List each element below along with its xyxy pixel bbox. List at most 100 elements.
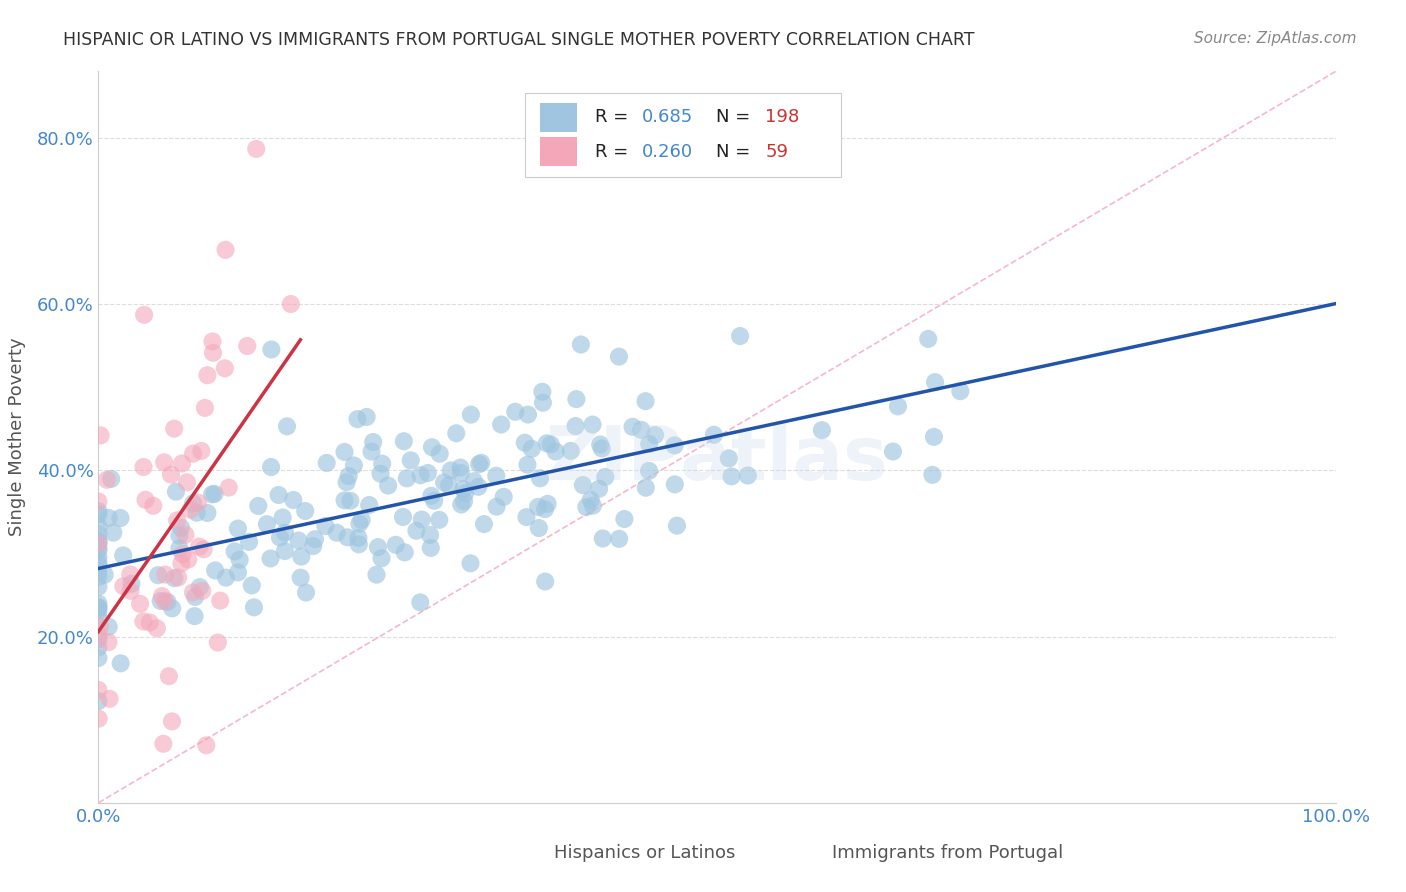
Point [228,553,250,567]
Point [87,570,110,584]
FancyBboxPatch shape [506,838,541,866]
Point [160,601,183,615]
Point [492,490,515,504]
Point [336,530,359,544]
Point [420,440,443,454]
Point [87,519,110,533]
Point [169,528,191,542]
Text: R =: R = [595,143,634,161]
Point [527,500,550,514]
Point [247,499,270,513]
Point [295,585,318,599]
Point [589,437,612,451]
Point [531,395,554,409]
Point [110,657,132,671]
Point [120,576,142,591]
Point [427,513,450,527]
Point [634,394,657,409]
Point [405,524,427,538]
Point [359,498,381,512]
Point [924,375,946,389]
Point [333,493,356,508]
Point [160,467,183,482]
Point [274,544,297,558]
Point [197,506,219,520]
Point [163,422,186,436]
Point [160,714,183,729]
Point [87,535,110,549]
Point [274,525,297,540]
Point [87,604,110,618]
Point [540,437,562,451]
Point [325,525,347,540]
Point [423,493,446,508]
Point [156,595,179,609]
Point [280,297,302,311]
Point [103,525,125,540]
Point [922,430,945,444]
Point [195,739,218,753]
Text: N =: N = [716,109,756,127]
Point [366,567,388,582]
Point [256,517,278,532]
Point [453,494,475,508]
Point [207,635,229,649]
Point [243,600,266,615]
Point [259,551,281,566]
Point [453,482,475,496]
Point [177,552,200,566]
Point [347,537,370,551]
Point [728,329,751,343]
Point [87,536,110,550]
Point [485,500,508,514]
Point [356,409,378,424]
Point [190,444,212,458]
Point [582,499,605,513]
Point [97,635,120,649]
Text: Source: ZipAtlas.com: Source: ZipAtlas.com [1194,31,1357,46]
Point [183,609,205,624]
Point [470,456,492,470]
Point [664,477,686,491]
Point [349,516,371,531]
Point [703,427,725,442]
Point [333,445,356,459]
Point [370,551,392,566]
Point [536,497,558,511]
Point [87,534,110,549]
FancyBboxPatch shape [540,103,578,132]
Point [96,473,118,487]
Point [149,594,172,608]
Point [592,532,614,546]
Point [87,543,110,558]
Point [87,683,110,698]
Point [489,417,512,432]
Point [468,457,491,471]
Point [621,420,644,434]
Point [529,471,551,485]
Point [139,615,162,630]
Point [170,521,193,535]
Point [181,447,204,461]
Point [87,541,110,555]
Text: 0.260: 0.260 [641,143,693,161]
Point [197,368,219,383]
FancyBboxPatch shape [785,838,820,866]
Text: 0.685: 0.685 [641,109,693,127]
Point [463,474,485,488]
Point [572,478,595,492]
Point [157,669,180,683]
Text: 198: 198 [765,109,800,127]
Point [638,437,661,451]
Point [218,481,240,495]
Point [87,559,110,574]
Text: ZIPatlas: ZIPatlas [546,423,889,496]
Point [290,571,312,585]
Point [87,610,110,624]
Point [120,583,142,598]
Point [717,451,740,466]
Point [236,339,259,353]
Point [87,632,110,647]
Point [238,534,260,549]
Point [515,510,537,524]
